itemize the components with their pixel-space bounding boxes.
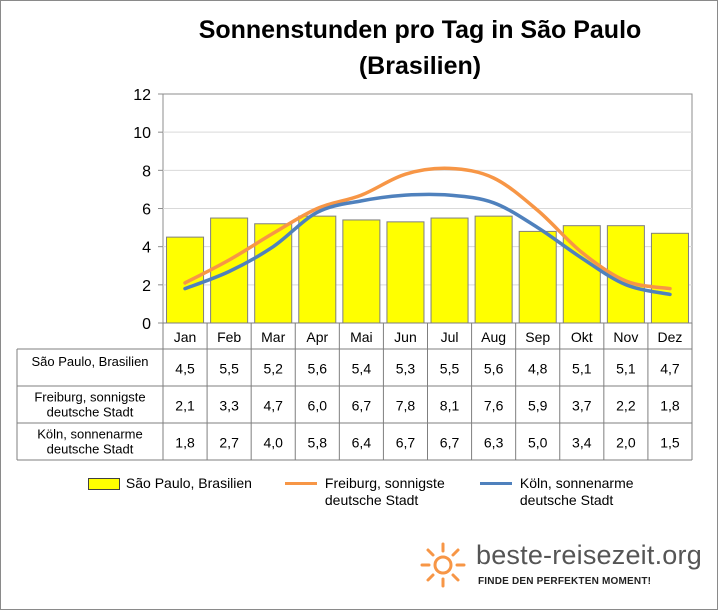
bar-series	[166, 215, 689, 324]
data-table: Jan Feb Mar Apr Mai Jun Jul Aug Sep Okt Nov Dez São …	[16, 322, 693, 461]
x-tick-label: Sep	[525, 329, 550, 345]
chart-title: Sonnenstunden pro Tag in São Paulo	[198, 16, 642, 44]
table-row-label: deutsche Stadt	[47, 405, 134, 420]
chart-svg: 0 2 4 6 8 10 12 Jan Feb Mar Apr Mai Jun Jul Aug Sep Okt…	[16, 87, 693, 461]
bar	[298, 215, 337, 324]
table-cell: 2,0	[616, 435, 636, 451]
table-cell: 7,6	[484, 398, 504, 414]
table-cell: 4,7	[660, 361, 680, 377]
table-cell: 2,1	[175, 398, 195, 414]
y-tick-label: 4	[142, 240, 151, 257]
legend-label-line2: deutsche Stadt	[324, 492, 419, 508]
table-row-label: São Paulo, Brasilien	[31, 354, 148, 369]
table-cell: 4,0	[263, 435, 283, 451]
sun-icon	[420, 542, 466, 588]
table-cell: 5,1	[572, 361, 592, 377]
x-tick-label: Feb	[217, 329, 241, 345]
table-cell: 5,8	[308, 435, 328, 451]
table-cell: 5,1	[616, 361, 636, 377]
table-cell: 5,4	[352, 361, 372, 377]
line-freiburg	[183, 166, 672, 291]
x-tick-label: Apr	[306, 329, 328, 345]
y-tick-label: 6	[142, 202, 151, 219]
legend-item-sao-paulo: São Paulo, Brasilien	[88, 475, 252, 492]
bar	[430, 217, 469, 324]
table-cell: 4,7	[263, 398, 283, 414]
table-cell: 5,5	[440, 361, 460, 377]
table-row-label: deutsche Stadt	[47, 442, 134, 457]
table-cell: 1,8	[660, 398, 680, 414]
legend-swatch-line	[285, 482, 317, 485]
legend-item-koeln: Köln, sonnenarme deutsche Stadt	[480, 475, 634, 509]
table-cell: 5,6	[484, 361, 504, 377]
table-cell: 5,0	[528, 435, 548, 451]
table-cell: 3,7	[572, 398, 592, 414]
table-cell: 7,8	[396, 398, 416, 414]
bar	[474, 215, 513, 324]
x-tick-label: Mar	[261, 329, 285, 345]
legend-label-line2: deutsche Stadt	[519, 492, 614, 508]
table-cell: 6,0	[308, 398, 328, 414]
chart-subtitle: (Brasilien)	[358, 52, 482, 80]
table-cell: 5,5	[219, 361, 239, 377]
table-cell: 6,3	[484, 435, 504, 451]
bar	[386, 221, 425, 324]
table-cell: 8,1	[440, 398, 460, 414]
y-tick-label: 10	[133, 125, 151, 142]
table-cell: 6,7	[440, 435, 460, 451]
table-cell: 4,5	[175, 361, 195, 377]
table-cell: 1,8	[175, 435, 195, 451]
table-row-label: Freiburg, sonnigste	[34, 390, 145, 405]
y-axis: 0 2 4 6 8 10 12	[133, 87, 163, 333]
table-cell: 3,3	[219, 398, 239, 414]
table-cell: 5,9	[528, 398, 548, 414]
line-koeln	[183, 192, 672, 297]
x-tick-label: Dez	[658, 329, 683, 345]
brand-tagline: FINDE DEN PERFEKTEN MOMENT!	[478, 576, 652, 587]
x-tick-label: Okt	[571, 329, 593, 345]
legend-swatch-bar	[88, 478, 120, 490]
bar	[342, 219, 381, 324]
table-cell: 1,5	[660, 435, 680, 451]
x-tick-label: Mai	[350, 329, 373, 345]
x-tick-label: Nov	[613, 329, 638, 345]
bar	[166, 236, 205, 324]
y-tick-label: 0	[142, 316, 151, 333]
table-cell: 5,2	[263, 361, 283, 377]
y-tick-label: 2	[142, 278, 151, 295]
table-cell: 3,4	[572, 435, 592, 451]
gridlines	[162, 93, 693, 324]
table-cell: 5,6	[308, 361, 328, 377]
legend-label: São Paulo, Brasilien	[125, 475, 252, 491]
y-tick-label: 8	[142, 163, 151, 180]
table-cell: 2,2	[616, 398, 636, 414]
table-cell: 5,3	[396, 361, 416, 377]
table-row-label: Köln, sonnenarme	[37, 427, 143, 442]
table-cell: 2,7	[219, 435, 239, 451]
table-cell: 6,7	[396, 435, 416, 451]
line-series	[183, 166, 672, 297]
x-tick-label: Jan	[174, 329, 197, 345]
bar	[650, 232, 689, 324]
table-cell: 6,4	[352, 435, 372, 451]
x-tick-label: Aug	[481, 329, 506, 345]
x-tick-label: Jun	[394, 329, 417, 345]
legend-item-freiburg: Freiburg, sonnigste deutsche Stadt	[285, 475, 445, 509]
y-tick-label: 12	[133, 87, 151, 104]
brand-logo: beste-reisezeit.org FINDE DEN PERFEKTEN …	[418, 538, 708, 594]
x-tick-label: Jul	[441, 329, 459, 345]
bar	[518, 230, 557, 324]
legend-label: Köln, sonnenarme	[519, 475, 634, 491]
table-cell: 4,8	[528, 361, 548, 377]
legend-swatch-line	[480, 482, 512, 485]
table-cell: 6,7	[352, 398, 372, 414]
legend-label: Freiburg, sonnigste	[324, 475, 445, 491]
brand-name: beste-reisezeit.org	[476, 540, 702, 570]
